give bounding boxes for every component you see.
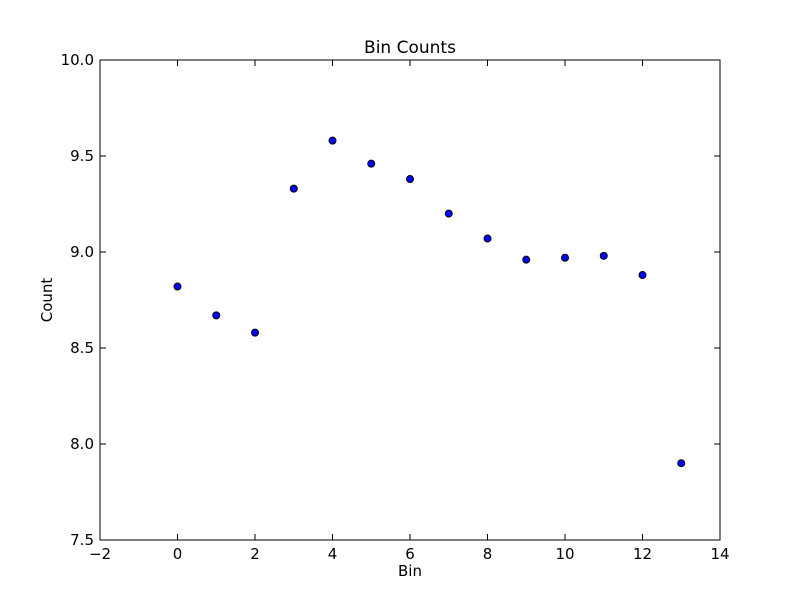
ticks-layer: −2 0 2 4 6 8 10 12 14 7.5 8.0 8.5 9.0 9.5 10.0 bbox=[61, 51, 730, 563]
y-tick-label: 8.5 bbox=[70, 339, 94, 357]
x-axis-label: Bin bbox=[398, 562, 422, 580]
y-tick-label: 8.0 bbox=[70, 435, 94, 453]
data-point bbox=[212, 311, 221, 320]
data-point bbox=[289, 184, 298, 193]
x-tick-label: 0 bbox=[173, 545, 183, 563]
y-tick-label: 10.0 bbox=[61, 51, 94, 69]
data-point bbox=[251, 328, 259, 337]
chart-title: Bin Counts bbox=[364, 38, 456, 58]
data-point bbox=[677, 459, 686, 468]
data-point bbox=[522, 255, 531, 264]
data-point bbox=[173, 282, 182, 291]
x-tick-label: 12 bbox=[633, 545, 652, 563]
y-tick-label: 9.5 bbox=[70, 147, 94, 165]
x-tick-label: 2 bbox=[250, 545, 260, 563]
x-tick-label: 10 bbox=[555, 545, 574, 563]
data-point bbox=[367, 159, 376, 168]
data-point bbox=[638, 271, 647, 280]
x-tick-label: 14 bbox=[710, 545, 729, 563]
points-layer bbox=[173, 136, 686, 468]
data-point bbox=[328, 136, 337, 145]
y-tick-label: 7.5 bbox=[70, 531, 94, 549]
data-point bbox=[561, 253, 569, 262]
data-point bbox=[483, 234, 492, 243]
data-point bbox=[406, 175, 414, 184]
x-tick-label: −2 bbox=[89, 545, 111, 563]
x-tick-label: 6 bbox=[405, 545, 415, 563]
data-point bbox=[599, 251, 608, 260]
data-point bbox=[444, 209, 453, 218]
plot-frame bbox=[99, 59, 721, 541]
y-axis-label: Count bbox=[38, 278, 56, 323]
x-tick-label: 8 bbox=[483, 545, 493, 563]
y-tick-label: 9.0 bbox=[70, 243, 94, 261]
x-tick-label: 4 bbox=[328, 545, 338, 563]
